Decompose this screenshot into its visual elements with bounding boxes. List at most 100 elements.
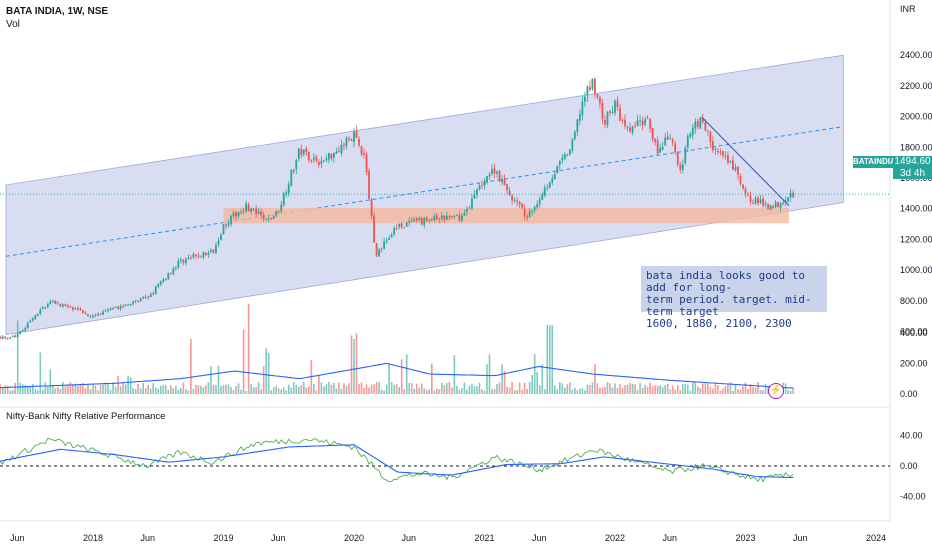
candle-body — [425, 217, 428, 221]
candle-body — [400, 223, 403, 228]
candle-body — [779, 203, 782, 208]
volume-bar — [697, 386, 699, 394]
volume-bar — [415, 383, 418, 394]
volume-bar — [556, 389, 559, 394]
candle-body — [315, 156, 318, 161]
volume-bar — [232, 390, 235, 394]
candle-body — [566, 155, 569, 157]
volume-label[interactable]: Vol — [6, 19, 20, 30]
volume-bar — [247, 303, 250, 394]
volume-bar — [280, 389, 283, 394]
candle-body — [343, 144, 345, 146]
candle-body — [132, 301, 135, 304]
candle-body — [616, 100, 619, 107]
candle-body — [694, 121, 697, 129]
candle-body — [328, 152, 330, 160]
volume-bar — [31, 383, 34, 394]
volume-bar — [425, 389, 428, 394]
candle-body — [92, 315, 94, 318]
candle-body — [69, 306, 72, 308]
candle-body — [172, 268, 175, 275]
volume-bar — [16, 320, 19, 394]
candle-body — [471, 198, 473, 209]
candle-body — [179, 259, 182, 261]
volume-bar — [182, 382, 185, 394]
candle-body — [754, 198, 757, 204]
volume-bar — [699, 388, 702, 394]
volume-bar — [77, 386, 79, 394]
candle-body — [433, 216, 436, 221]
volume-bar — [157, 388, 160, 394]
volume-bar — [558, 382, 561, 394]
annotation-note[interactable]: bata india looks good to add for long- t… — [641, 266, 827, 330]
candle-body — [438, 218, 441, 220]
volume-bar — [609, 383, 611, 394]
candle-body — [257, 211, 260, 214]
candle-body — [205, 252, 207, 255]
candle-body — [420, 218, 423, 225]
candle-body — [320, 160, 323, 164]
candle-body — [212, 249, 215, 253]
volume-bar — [674, 389, 677, 394]
price-symbol: BATAINDIA — [853, 157, 896, 166]
volume-bar — [127, 375, 129, 394]
volume-bar — [395, 384, 398, 394]
price-symbol-badge: BATAINDIA — [853, 156, 896, 168]
price-tick-label: 800.00 — [900, 296, 928, 306]
volume-bar — [764, 383, 767, 394]
candle-body — [127, 304, 130, 306]
candle-body — [777, 202, 780, 208]
symbol-title[interactable]: BATA INDIA, 1W, NSE — [6, 6, 109, 17]
volume-bar — [42, 389, 44, 394]
time-tick-label: 2020 — [344, 533, 364, 543]
lightning-icon[interactable]: ⚡ — [768, 383, 784, 399]
candle-body — [385, 240, 388, 242]
candle-body — [435, 215, 438, 220]
candle-body — [265, 218, 268, 220]
volume-tick-label: 0.00 — [900, 389, 918, 399]
candle-body — [453, 215, 456, 217]
candle-body — [742, 184, 744, 189]
volume-bar — [365, 384, 368, 394]
volume-bar — [789, 390, 792, 394]
volume-bar — [308, 386, 310, 394]
volume-bar — [621, 388, 624, 394]
volume-bar — [217, 365, 220, 394]
volume-bar — [681, 383, 684, 394]
candle-body — [706, 130, 709, 132]
candle-body — [747, 193, 749, 195]
volume-bar — [102, 384, 104, 394]
candle-body — [14, 335, 17, 338]
volume-bar — [295, 384, 298, 394]
candle-body — [56, 303, 59, 305]
indicator-title[interactable]: Nifty-Bank Nifty Relative Performance — [6, 411, 166, 422]
volume-bar — [671, 385, 674, 394]
candle-body — [478, 185, 481, 190]
candle-body — [280, 204, 283, 212]
candle-body — [142, 297, 145, 299]
candle-body — [466, 209, 468, 212]
candle-body — [89, 316, 92, 318]
volume-bar — [742, 386, 744, 394]
candle-body — [558, 160, 561, 166]
volume-bar — [350, 335, 353, 394]
volume-bar — [629, 382, 631, 394]
candle-body — [177, 261, 180, 268]
volume-bar — [410, 383, 413, 394]
candle-body — [87, 314, 89, 317]
candle-body — [508, 190, 511, 195]
candle-body — [573, 131, 576, 140]
price-tick-label: 1200.00 — [900, 234, 932, 244]
candle-body — [759, 199, 762, 203]
candle-body — [669, 138, 672, 140]
candle-body — [59, 304, 62, 307]
volume-bar — [707, 383, 709, 394]
candle-body — [235, 212, 237, 217]
candle-body — [671, 139, 674, 143]
volume-bar — [373, 384, 375, 394]
volume-bar — [363, 387, 365, 394]
candle-body — [516, 200, 519, 202]
candle-body — [458, 215, 461, 221]
volume-bar — [353, 339, 355, 394]
